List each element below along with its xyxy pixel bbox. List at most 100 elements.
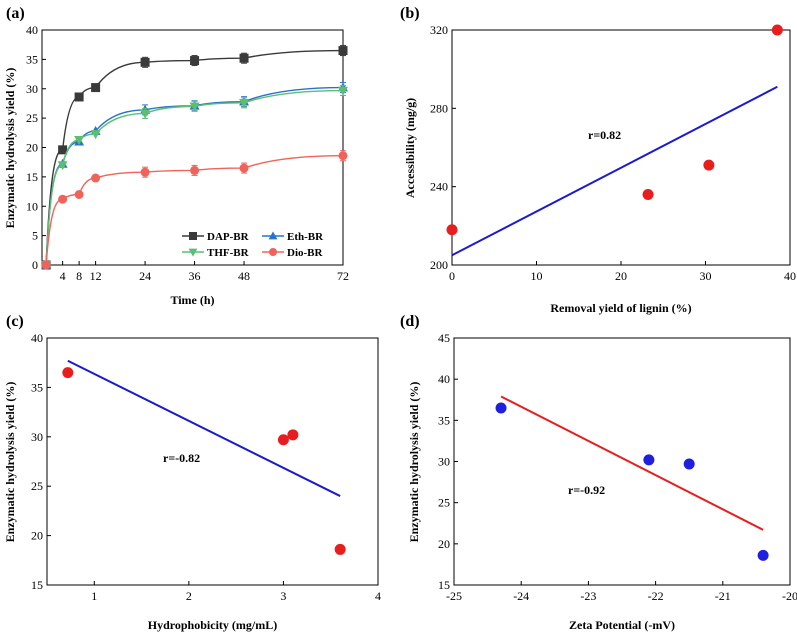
y-tick-label: 15 (438, 578, 450, 592)
data-point (338, 86, 348, 96)
legend-label: Dio-BR (287, 247, 324, 259)
data-point (74, 190, 84, 199)
data-point (190, 165, 200, 175)
y-tick-label: 10 (26, 199, 38, 213)
y-tick-label: 35 (438, 413, 450, 427)
y-tick-label: 40 (31, 331, 43, 345)
x-tick-label: 4 (60, 269, 66, 283)
series-dio-br (41, 150, 348, 270)
x-tick-label: -24 (513, 589, 529, 603)
y-tick-label: 30 (438, 455, 450, 469)
legend-marker (189, 232, 197, 240)
y-tick-label: 45 (438, 331, 450, 345)
data-point (683, 458, 695, 470)
series-thf-br (41, 85, 348, 271)
data-point (140, 167, 150, 177)
data-point (58, 145, 68, 155)
y-tick-label: 200 (430, 258, 448, 272)
x-tick-label: 8 (76, 269, 82, 283)
y-axis-label: Enzymatic hydrolysis yield (%) (3, 68, 17, 229)
legend: DAP-BR Eth-BR THF-BR Dio-BR (182, 231, 324, 259)
data-point (74, 92, 84, 102)
data-point (643, 454, 655, 466)
data-point (771, 24, 783, 36)
y-tick-label: 25 (438, 496, 450, 510)
x-tick-label: 20 (615, 269, 627, 283)
data-point (57, 161, 68, 171)
x-tick-label: 2 (186, 589, 192, 603)
y-tick-label: 320 (430, 23, 448, 37)
y-tick-label: 5 (32, 229, 38, 243)
data-point (239, 163, 249, 173)
x-tick-label: 24 (139, 269, 151, 283)
data-point (140, 57, 150, 67)
x-axis-label: Removal yield of lignin (%) (550, 301, 691, 315)
x-tick-label: 36 (189, 269, 201, 283)
data-point (140, 109, 151, 119)
x-axis-label: Zeta Potential (-mV) (569, 618, 675, 632)
x-tick-label: -21 (715, 589, 731, 603)
y-tick-label: 20 (31, 529, 43, 543)
y-tick-label: 30 (26, 82, 38, 96)
data-point (190, 56, 200, 66)
data-point (239, 53, 249, 63)
y-tick-label: 40 (438, 372, 450, 386)
x-tick-label: 0 (449, 269, 455, 283)
data-point (446, 224, 458, 236)
legend-marker (188, 248, 198, 257)
panel-d: (d) -25 -24 -23 -22 -21 -20 15 20 25 30 35 40 45 Zeta … (400, 313, 797, 632)
data-point (91, 83, 101, 93)
fit-line (500, 395, 764, 531)
x-tick-label: 4 (375, 589, 381, 603)
data-point (62, 367, 74, 379)
data-point (642, 189, 654, 200)
y-tick-label: 25 (26, 111, 38, 125)
data-point (338, 46, 348, 56)
legend-marker (268, 231, 278, 240)
legend-label: DAP-BR (207, 231, 250, 243)
x-tick-label: 72 (337, 269, 349, 283)
y-axis-label: Enzymatic hydrolysis yield (%) (3, 382, 17, 543)
y-tick-label: 15 (31, 578, 43, 592)
x-tick-label: 48 (238, 269, 250, 283)
panel-a: (a) 4 8 12 24 36 48 72 0 5 10 15 20 25 30 35 40 Time (h) E… (3, 5, 349, 307)
panel-letter: (c) (6, 313, 24, 330)
data-point (757, 549, 769, 561)
legend-label: THF-BR (207, 247, 250, 259)
x-tick-label: 10 (531, 269, 543, 283)
data-point (58, 194, 68, 204)
y-tick-label: 15 (26, 170, 38, 184)
x-tick-label: 1 (91, 589, 97, 603)
correlation-annotation: r=-0.92 (568, 483, 605, 497)
y-tick-label: 40 (26, 23, 38, 37)
y-tick-label: 35 (31, 380, 43, 394)
data-point (41, 260, 51, 270)
fit-line (67, 359, 341, 497)
data-point (277, 434, 289, 446)
y-tick-label: 0 (32, 258, 38, 272)
data-point (239, 99, 249, 109)
correlation-annotation: r=0.82 (588, 128, 621, 142)
legend-label: Eth-BR (287, 231, 324, 243)
x-tick-label: 30 (700, 269, 712, 283)
x-axis-label: Time (h) (170, 293, 214, 307)
panel-letter: (d) (400, 313, 420, 330)
data-point (189, 102, 200, 112)
y-tick-label: 280 (430, 101, 448, 115)
data-point (703, 159, 715, 171)
x-tick-label: -22 (648, 589, 664, 603)
x-tick-label: 3 (280, 589, 286, 603)
y-tick-label: 30 (31, 430, 43, 444)
x-tick-label: -23 (580, 589, 596, 603)
data-point (91, 173, 101, 183)
data-point (495, 402, 507, 414)
data-point (334, 543, 346, 555)
plot-frame (453, 337, 791, 586)
y-axis-label: Accessibility (mg/g) (403, 98, 417, 198)
data-point (90, 130, 101, 140)
data-point (74, 136, 85, 146)
correlation-annotation: r=-0.82 (163, 451, 200, 465)
x-tick-label: -20 (782, 589, 797, 603)
data-point (338, 151, 348, 161)
